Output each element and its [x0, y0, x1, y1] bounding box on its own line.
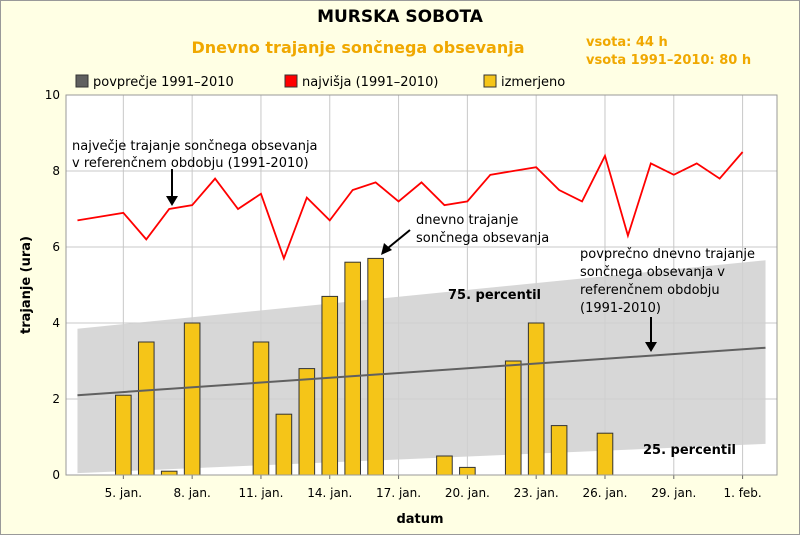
- legend-label-average: povprečje 1991–2010: [93, 75, 234, 90]
- sum-reference-label: vsota 1991–2010: 80 h: [586, 53, 751, 68]
- x-tick-label: 26. jan.: [582, 486, 627, 500]
- percentile-band: [77, 260, 766, 474]
- chart-title: MURSKA SOBOTA: [317, 7, 484, 27]
- bar-measured: [527, 322, 545, 476]
- annotations: največje trajanje sončnega obsevanja v r…: [72, 139, 755, 458]
- annotation-max-line1: največje trajanje sončnega obsevanja: [72, 139, 318, 154]
- annotation-avg-line2: sončnega obsevanja v: [580, 265, 725, 280]
- bar-measured: [183, 322, 201, 476]
- sum-label: vsota: 44 h: [586, 35, 668, 50]
- y-tick-label: 10: [45, 88, 60, 102]
- x-tick-label: 20. jan.: [445, 486, 490, 500]
- legend-swatch-measured: [483, 74, 497, 88]
- bar-measured: [459, 466, 476, 476]
- series-line-maximum: [77, 151, 744, 262]
- legend: povprečje 1991–2010 najvišja (1991–2010)…: [75, 74, 565, 90]
- plot-border: [65, 94, 778, 476]
- x-tick-label: 1. feb.: [723, 486, 761, 500]
- annotation-percentile-75: 75. percentil: [448, 288, 541, 303]
- y-tick-label: 8: [52, 164, 60, 178]
- x-tick-label: 17. jan.: [376, 486, 421, 500]
- annotation-daily-arrowhead: [381, 243, 392, 255]
- legend-swatch-average: [75, 74, 89, 88]
- bar-measured: [436, 455, 453, 476]
- annotation-avg-line1: povprečno dnevno trajanje: [580, 247, 755, 262]
- annotation-avg-line4: (1991-2010): [580, 301, 661, 316]
- annotation-daily-line2: sončnega obsevanja: [416, 231, 549, 246]
- y-tick-label: 6: [52, 240, 60, 254]
- y-tick-label: 0: [52, 468, 60, 482]
- y-axis-title: trajanje (ura): [19, 236, 34, 334]
- annotation-daily-line1: dnevno trajanje: [416, 213, 518, 228]
- bar-layer: [115, 257, 614, 476]
- series-line-average: [77, 346, 766, 397]
- bar-measured: [160, 470, 178, 476]
- bar-measured: [137, 341, 155, 476]
- annotation-max-line2: v referenčnem obdobju (1991-2010): [72, 156, 309, 171]
- y-tick-label: 4: [52, 316, 60, 330]
- legend-label-measured: izmerjeno: [501, 75, 565, 90]
- y-tick-label: 2: [52, 392, 60, 406]
- annotation-max-arrowhead: [166, 196, 178, 206]
- bar-measured: [367, 257, 384, 476]
- tick-layer: 0 2 4 6 8 10 5. jan. 8. jan. 11. jan. 14. jan. 17.…: [45, 88, 762, 500]
- percentile-band-layer: [77, 260, 766, 474]
- chart-subtitle: Dnevno trajanje sončnega obsevanja: [192, 38, 525, 57]
- x-tick-label: 14. jan.: [307, 486, 352, 500]
- legend-label-maximum: najvišja (1991–2010): [302, 75, 438, 90]
- bar-measured: [275, 413, 293, 476]
- bar-measured: [252, 341, 270, 476]
- x-tick-label: 8. jan.: [173, 486, 210, 500]
- bar-measured: [550, 425, 568, 476]
- line-layer: [77, 151, 766, 397]
- x-tick-label: 5. jan.: [105, 486, 142, 500]
- legend-swatch-maximum: [284, 74, 298, 88]
- annotation-daily-arrow: [387, 229, 411, 249]
- bar-measured: [596, 432, 614, 476]
- x-tick-label: 11. jan.: [238, 486, 283, 500]
- x-axis-title: datum: [396, 512, 443, 527]
- bar-measured: [115, 394, 132, 476]
- bar-measured: [344, 261, 361, 476]
- x-tick-label: 29. jan.: [651, 486, 696, 500]
- bar-measured: [298, 368, 316, 476]
- annotation-percentile-25: 25. percentil: [643, 443, 736, 458]
- annotation-avg-arrowhead: [645, 342, 657, 352]
- bar-measured: [504, 360, 522, 476]
- x-tick-label: 23. jan.: [514, 486, 559, 500]
- bar-measured: [321, 295, 339, 476]
- annotation-avg-line3: referenčnem obdobju: [580, 283, 720, 298]
